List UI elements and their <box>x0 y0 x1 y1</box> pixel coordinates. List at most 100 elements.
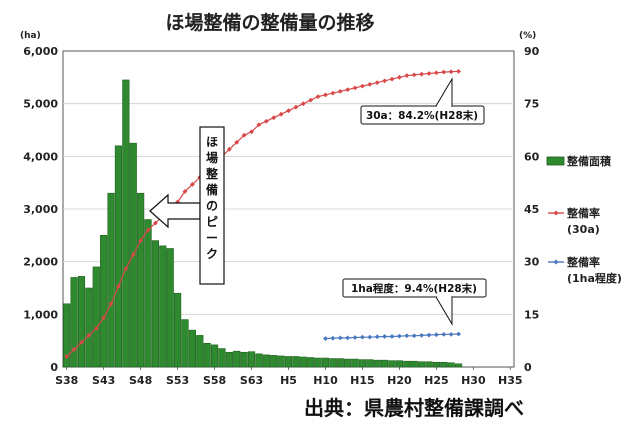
series-30a-point-31 <box>293 104 299 110</box>
peak-char: ー <box>206 231 218 245</box>
right-tick-label: 90 <box>524 45 540 58</box>
bar-S51 <box>159 245 167 368</box>
series-1ha-point-49 <box>426 332 432 338</box>
x-tick-label: S48 <box>129 374 152 387</box>
bar-S59 <box>218 348 226 368</box>
bar-H17 <box>373 359 381 368</box>
bar-H5 <box>284 356 293 368</box>
legend-label-1ha: 整備率 <box>566 255 600 269</box>
bar-H20 <box>395 360 403 368</box>
bar-H11 <box>329 358 337 368</box>
series-30a-point-50 <box>433 70 439 76</box>
x-axis: S38 S43 S48 S53 S58 S63 H5 H10 H15 H20 H25 H30 H35 <box>55 367 523 387</box>
series-30a-point-9 <box>130 252 136 258</box>
series-30a-point-41 <box>367 81 373 87</box>
bar-S50 <box>151 240 160 368</box>
x-tick-label: S58 <box>203 374 226 387</box>
bar-H6 <box>292 356 300 368</box>
callout-30a: 30a：84.2%(H28末) <box>360 77 485 125</box>
series-30a-point-25 <box>249 129 254 135</box>
callout-1ha: 1ha程度：9.4%(H28末) <box>342 278 487 326</box>
bar-H16 <box>366 359 374 368</box>
legend-swatch-area <box>546 156 565 166</box>
bar-H15 <box>358 359 367 368</box>
series-30a-point-46 <box>404 73 410 78</box>
series-30a-point-35 <box>323 92 328 98</box>
series-30a-point-6 <box>108 301 114 307</box>
series-1ha-point-38 <box>345 335 351 341</box>
bar-H9 <box>314 357 322 368</box>
bar-S61 <box>233 350 241 368</box>
series-30a-point-48 <box>419 71 424 77</box>
bar-S42 <box>92 266 100 368</box>
bar-H3 <box>270 355 278 368</box>
legend-item-1ha: 整備率 (1ha程度) <box>548 255 622 285</box>
legend-item-30a: 整備率 (30a) <box>548 206 600 236</box>
series-30a-point-4 <box>93 325 99 331</box>
series-30a-point-44 <box>389 76 395 82</box>
x-tick-label: S43 <box>92 374 115 387</box>
series-30a-point-47 <box>411 72 417 78</box>
line-series-30a <box>64 68 461 359</box>
peak-char: 備 <box>206 182 218 197</box>
bar-H12 <box>336 358 344 368</box>
series-1ha-point-37 <box>337 335 343 341</box>
x-tick-label: H30 <box>461 374 486 387</box>
callout-30a-box <box>360 105 485 125</box>
series-30a-point-49 <box>426 71 432 76</box>
bar-H28 <box>454 363 463 368</box>
series-1ha-point-41 <box>367 334 373 340</box>
series-30a-point-23 <box>234 139 240 145</box>
legend: 整備面積 整備率 (30a) 整備率 (1ha程度) <box>546 154 622 285</box>
source-note: 出典：県農村整備課調べ <box>304 396 524 420</box>
right-tick-label: 75 <box>524 98 539 111</box>
series-1ha-point-44 <box>389 334 395 339</box>
right-tick-label: 30 <box>524 256 540 269</box>
series-30a-point-27 <box>263 118 269 124</box>
bar-S44 <box>107 192 115 368</box>
bar-S43 <box>100 235 108 368</box>
left-tick-label: 6,000 <box>23 45 58 58</box>
peak-char: ク <box>206 247 218 261</box>
bar-H25 <box>432 361 440 368</box>
bar-S63 <box>247 351 256 368</box>
series-30a-point-33 <box>308 97 314 103</box>
bar-S56 <box>196 335 204 368</box>
line-series-1ha <box>323 331 461 341</box>
series-1ha-point-36 <box>330 335 336 341</box>
series-30a-point-22 <box>226 146 232 152</box>
bar-S49 <box>144 219 152 368</box>
peak-char: ピ <box>206 215 218 229</box>
x-tick-label: H35 <box>498 374 523 387</box>
series-30a-point-1 <box>71 347 77 352</box>
right-axis: 90 75 60 45 30 15 0 <box>524 45 540 374</box>
bar-S39 <box>70 277 78 368</box>
series-1ha-point-46 <box>404 333 410 339</box>
bar-S41 <box>85 287 93 368</box>
bar-S57 <box>203 342 211 368</box>
callout-1ha-pointer <box>435 296 453 326</box>
series-30a-point-24 <box>241 132 247 138</box>
series-30a-point-40 <box>360 83 365 89</box>
callout-30a-text: 30a：84.2%(H28末) <box>366 109 478 122</box>
series-30a-point-3 <box>86 333 92 338</box>
series-30a-point-28 <box>271 115 277 121</box>
bar-H21 <box>403 360 411 368</box>
left-tick-label: 2,000 <box>23 256 58 269</box>
bar-H7 <box>299 356 307 368</box>
legend-label-30a: 整備率 <box>566 206 600 220</box>
x-tick-label: H15 <box>350 374 375 387</box>
bar-H24 <box>425 361 433 368</box>
series-30a-point-34 <box>315 94 321 100</box>
left-tick-label: 0 <box>50 361 58 374</box>
callout-1ha-box <box>342 278 487 298</box>
x-tick-label: S63 <box>240 374 263 387</box>
series-1ha-point-39 <box>352 335 358 340</box>
series-30a-point-17 <box>189 182 195 187</box>
left-tick-label: 5,000 <box>23 98 58 111</box>
bar-S52 <box>166 248 174 368</box>
left-tick-label: 1,000 <box>23 308 58 321</box>
